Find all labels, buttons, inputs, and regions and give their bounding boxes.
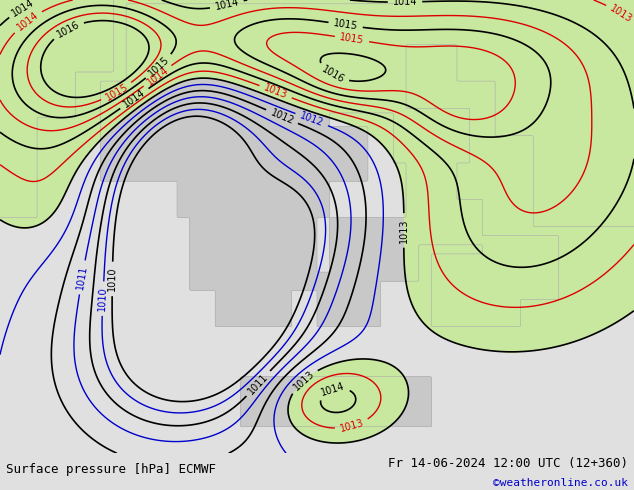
- Text: 1014: 1014: [10, 0, 36, 18]
- Text: 1014: 1014: [122, 87, 147, 110]
- Text: 1013: 1013: [608, 3, 634, 25]
- Text: 1015: 1015: [339, 32, 365, 46]
- Text: Surface pressure [hPa] ECMWF: Surface pressure [hPa] ECMWF: [6, 463, 216, 476]
- Text: 1014: 1014: [214, 0, 240, 12]
- Text: 1013: 1013: [291, 368, 316, 392]
- Text: Fr 14-06-2024 12:00 UTC (12+360): Fr 14-06-2024 12:00 UTC (12+360): [387, 457, 628, 470]
- Text: 1010: 1010: [107, 267, 117, 291]
- Text: 1012: 1012: [299, 111, 325, 128]
- Text: 1016: 1016: [320, 65, 346, 85]
- Text: 1014: 1014: [145, 65, 171, 87]
- Text: 1013: 1013: [262, 83, 289, 101]
- Text: ©weatheronline.co.uk: ©weatheronline.co.uk: [493, 478, 628, 489]
- Text: 1015: 1015: [333, 18, 359, 32]
- Text: 1011: 1011: [75, 265, 89, 290]
- Text: 1011: 1011: [246, 371, 270, 396]
- Text: 1014: 1014: [320, 381, 346, 398]
- Text: 1010: 1010: [98, 286, 108, 311]
- Text: 1012: 1012: [269, 107, 295, 126]
- Text: 1013: 1013: [339, 418, 365, 434]
- Text: 1015: 1015: [146, 54, 171, 79]
- Text: 1013: 1013: [399, 218, 409, 243]
- Text: 1014: 1014: [392, 0, 417, 7]
- Text: 1015: 1015: [103, 81, 130, 102]
- Text: 1014: 1014: [15, 10, 40, 33]
- Text: 1016: 1016: [55, 19, 81, 39]
